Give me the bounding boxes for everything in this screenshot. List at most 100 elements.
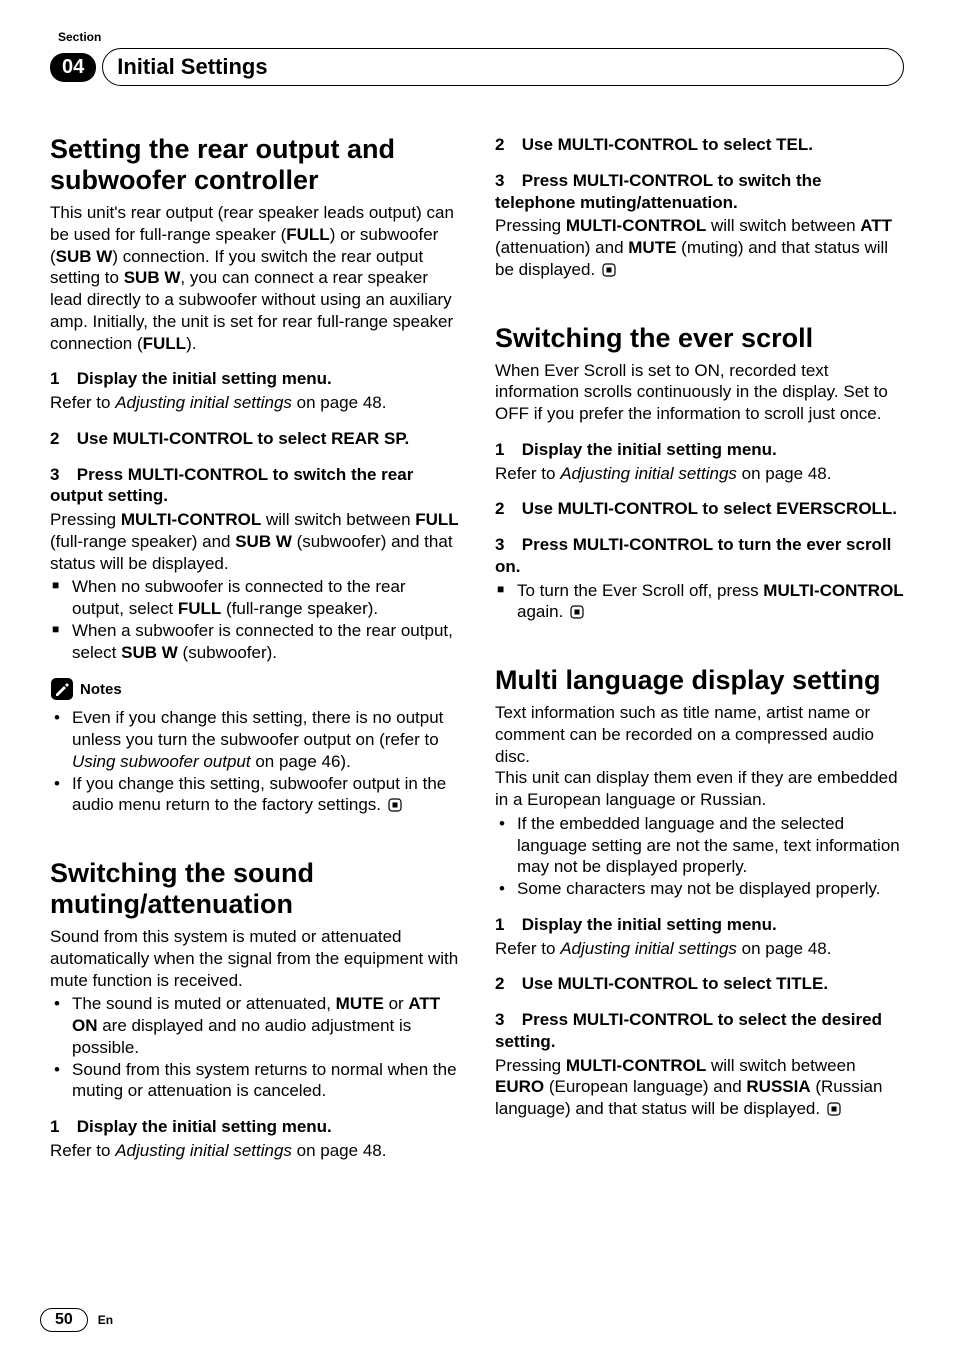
step-title: Display the initial setting menu. bbox=[77, 369, 332, 388]
note-item: If you change this setting, subwoofer ou… bbox=[50, 773, 459, 819]
refer-pre: Refer to bbox=[495, 464, 560, 483]
intro-multi-lang-1: Text information such as title name, art… bbox=[495, 702, 904, 767]
refer-post: on page 48. bbox=[737, 939, 832, 958]
heading-rear-output: Setting the rear output and subwoofer co… bbox=[50, 134, 459, 196]
pencil-icon bbox=[50, 677, 74, 701]
stop-icon bbox=[602, 261, 616, 283]
section-label: Section bbox=[58, 30, 904, 44]
step-2-line: 2 Use MULTI-CONTROL to select TITLE. bbox=[495, 973, 904, 995]
refer-pre: Refer to bbox=[50, 1141, 115, 1160]
refer-pre: Refer to bbox=[50, 393, 115, 412]
step-1-refer: Refer to Adjusting initial settings on p… bbox=[50, 392, 459, 414]
step-title: Press MULTI-CONTROL to switch the rear o… bbox=[50, 465, 413, 506]
chapter-bar: 04 Initial Settings bbox=[50, 48, 904, 86]
language-code: En bbox=[98, 1313, 113, 1327]
refer-pre: Refer to bbox=[495, 939, 560, 958]
sq-bullet-item: To turn the Ever Scroll off, press MULTI… bbox=[495, 580, 904, 626]
page: Section 04 Initial Settings Setting the … bbox=[0, 0, 954, 1352]
step-title: Use MULTI-CONTROL to select TITLE. bbox=[522, 974, 828, 993]
step-title: Press MULTI-CONTROL to switch the teleph… bbox=[495, 171, 821, 212]
step-title: Use MULTI-CONTROL to select EVERSCROLL. bbox=[522, 499, 897, 518]
refer-post: on page 48. bbox=[737, 464, 832, 483]
step-1-line: 1 Display the initial setting menu. bbox=[495, 439, 904, 461]
notes-label: Notes bbox=[50, 677, 459, 701]
chapter-capsule: Initial Settings bbox=[102, 48, 904, 86]
sq-bullet-item: When no subwoofer is connected to the re… bbox=[50, 576, 459, 620]
right-column: 2 Use MULTI-CONTROL to select TEL. 3 Pre… bbox=[495, 126, 904, 1176]
bullet-item: The sound is muted or attenuated, MUTE o… bbox=[50, 993, 459, 1058]
step-3-body-text: Pressing MULTI-CONTROL will switch betwe… bbox=[495, 1056, 882, 1119]
refer-post: on page 48. bbox=[292, 393, 387, 412]
step-number: 1 bbox=[50, 368, 72, 390]
refer-italic: Adjusting initial settings bbox=[560, 464, 737, 483]
notes-list: Even if you change this setting, there i… bbox=[50, 707, 459, 818]
page-number-pill: 50 bbox=[40, 1308, 88, 1332]
step-title: Press MULTI-CONTROL to select the desire… bbox=[495, 1010, 882, 1051]
step-number: 1 bbox=[50, 1116, 72, 1138]
step-title: Display the initial setting menu. bbox=[522, 440, 777, 459]
refer-italic: Adjusting initial settings bbox=[115, 1141, 292, 1160]
muting-bullets: The sound is muted or attenuated, MUTE o… bbox=[50, 993, 459, 1102]
page-footer: 50 En bbox=[40, 1308, 113, 1332]
heading-ever-scroll: Switching the ever scroll bbox=[495, 323, 904, 354]
bullet-item: If the embedded language and the selecte… bbox=[495, 813, 904, 878]
step-1-refer: Refer to Adjusting initial settings on p… bbox=[495, 463, 904, 485]
step-title: Display the initial setting menu. bbox=[77, 1117, 332, 1136]
step-3-line: 3 Press MULTI-CONTROL to turn the ever s… bbox=[495, 534, 904, 578]
step-title: Press MULTI-CONTROL to turn the ever scr… bbox=[495, 535, 891, 576]
stop-icon bbox=[827, 1100, 841, 1122]
step-number: 2 bbox=[495, 498, 517, 520]
step-number: 2 bbox=[495, 973, 517, 995]
refer-italic: Adjusting initial settings bbox=[115, 393, 292, 412]
heading-multi-language: Multi language display setting bbox=[495, 665, 904, 696]
chapter-number-badge: 04 bbox=[50, 53, 96, 82]
chapter-title: Initial Settings bbox=[117, 54, 267, 80]
step-number: 2 bbox=[50, 428, 72, 450]
step-1-refer: Refer to Adjusting initial settings on p… bbox=[50, 1140, 459, 1162]
step-3-body: Pressing MULTI-CONTROL will switch betwe… bbox=[50, 509, 459, 574]
step-1-refer: Refer to Adjusting initial settings on p… bbox=[495, 938, 904, 960]
multi-lang-bullets: If the embedded language and the selecte… bbox=[495, 813, 904, 900]
intro-sound-muting: Sound from this system is muted or atten… bbox=[50, 926, 459, 991]
step-number: 3 bbox=[495, 170, 517, 192]
step-3-body-text: Pressing MULTI-CONTROL will switch betwe… bbox=[495, 216, 892, 279]
note-item: Even if you change this setting, there i… bbox=[50, 707, 459, 772]
step-3-body: Pressing MULTI-CONTROL will switch betwe… bbox=[495, 1055, 904, 1122]
step-number: 1 bbox=[495, 914, 517, 936]
step-title: Display the initial setting menu. bbox=[522, 915, 777, 934]
step-number: 3 bbox=[495, 1009, 517, 1031]
bullet-item: Some characters may not be displayed pro… bbox=[495, 878, 904, 900]
step-number: 3 bbox=[50, 464, 72, 486]
intro-multi-lang-2: This unit can display them even if they … bbox=[495, 767, 904, 811]
step-2-line: 2 Use MULTI-CONTROL to select REAR SP. bbox=[50, 428, 459, 450]
step-number: 1 bbox=[495, 439, 517, 461]
step-1-line: 1 Display the initial setting menu. bbox=[50, 368, 459, 390]
sq-bullet-item: When a subwoofer is connected to the rea… bbox=[50, 620, 459, 664]
heading-sound-muting: Switching the sound muting/attenuation bbox=[50, 858, 459, 920]
step-3-line: 3 Press MULTI-CONTROL to switch the tele… bbox=[495, 170, 904, 214]
bullet-item: Sound from this system returns to normal… bbox=[50, 1059, 459, 1103]
step-title: Use MULTI-CONTROL to select TEL. bbox=[522, 135, 813, 154]
step-3-line: 3 Press MULTI-CONTROL to switch the rear… bbox=[50, 464, 459, 508]
step-1-line: 1 Display the initial setting menu. bbox=[495, 914, 904, 936]
step-number: 2 bbox=[495, 134, 517, 156]
step-2-line: 2 Use MULTI-CONTROL to select TEL. bbox=[495, 134, 904, 156]
step-3-line: 3 Press MULTI-CONTROL to select the desi… bbox=[495, 1009, 904, 1053]
square-bullet-list: When no subwoofer is connected to the re… bbox=[50, 576, 459, 663]
note-pre: Even if you change this setting, there i… bbox=[72, 708, 443, 749]
intro-rear-output: This unit's rear output (rear speaker le… bbox=[50, 202, 459, 354]
step-number: 3 bbox=[495, 534, 517, 556]
left-column: Setting the rear output and subwoofer co… bbox=[50, 126, 459, 1176]
stop-icon bbox=[570, 603, 584, 625]
step-title: Use MULTI-CONTROL to select REAR SP. bbox=[77, 429, 410, 448]
refer-post: on page 48. bbox=[292, 1141, 387, 1160]
content-columns: Setting the rear output and subwoofer co… bbox=[50, 126, 904, 1176]
step-3-body: Pressing MULTI-CONTROL will switch betwe… bbox=[495, 215, 904, 282]
note-post: on page 46). bbox=[251, 752, 351, 771]
stop-icon bbox=[388, 796, 402, 818]
step-2-line: 2 Use MULTI-CONTROL to select EVERSCROLL… bbox=[495, 498, 904, 520]
intro-ever-scroll: When Ever Scroll is set to ON, recorded … bbox=[495, 360, 904, 425]
notes-word: Notes bbox=[80, 681, 122, 698]
square-bullet-list: To turn the Ever Scroll off, press MULTI… bbox=[495, 580, 904, 626]
note-italic: Using subwoofer output bbox=[72, 752, 251, 771]
